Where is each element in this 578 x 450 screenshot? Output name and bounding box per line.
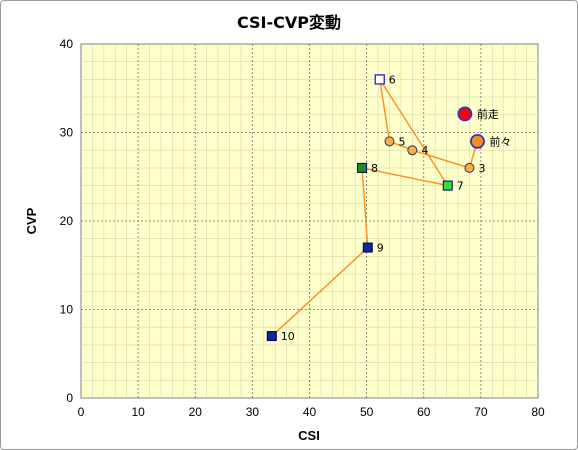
y-axis-ticks: 0 10 20 30 40 bbox=[60, 37, 74, 405]
y-tick-label: 20 bbox=[60, 214, 74, 228]
y-tick-label: 40 bbox=[60, 37, 74, 51]
data-point-marker bbox=[384, 136, 395, 147]
x-tick-label: 10 bbox=[131, 405, 145, 419]
series-line-segment bbox=[412, 149, 470, 169]
series-line-segment bbox=[361, 167, 448, 187]
data-point-marker bbox=[457, 106, 473, 122]
data-point-label: 4 bbox=[421, 144, 428, 157]
data-point-label: 前走 bbox=[477, 107, 499, 121]
data-point-label: 3 bbox=[478, 162, 485, 175]
x-tick-label: 20 bbox=[189, 405, 203, 419]
series-line-segment bbox=[361, 167, 369, 248]
data-point-marker bbox=[464, 162, 475, 173]
data-point-marker bbox=[374, 74, 385, 85]
y-tick-label: 10 bbox=[60, 303, 74, 317]
x-tick-label: 30 bbox=[246, 405, 260, 419]
x-tick-label: 80 bbox=[531, 405, 545, 419]
series-line-segment bbox=[379, 79, 449, 186]
chart-title: CSI-CVP変動 bbox=[237, 13, 341, 32]
data-point-marker bbox=[407, 145, 418, 156]
data-point-label: 9 bbox=[377, 242, 384, 255]
x-tick-label: 40 bbox=[303, 405, 317, 419]
grid-lines bbox=[81, 44, 538, 398]
x-tick-label: 70 bbox=[474, 405, 488, 419]
data-point-marker bbox=[442, 180, 453, 191]
y-tick-label: 0 bbox=[66, 391, 73, 405]
x-tick-label: 0 bbox=[78, 405, 85, 419]
data-point-marker bbox=[362, 242, 373, 253]
data-point-label: 10 bbox=[281, 330, 295, 343]
data-point-label: 8 bbox=[371, 162, 378, 175]
data-point-marker bbox=[357, 162, 368, 173]
x-tick-label: 60 bbox=[417, 405, 431, 419]
data-point-label: 前々 bbox=[489, 134, 511, 148]
series-line-segment bbox=[271, 247, 369, 337]
data-point-label: 6 bbox=[389, 73, 396, 86]
data-point-marker bbox=[470, 133, 485, 149]
data-point-marker bbox=[266, 331, 277, 342]
data-markers bbox=[266, 74, 485, 342]
x-axis-label: CSI bbox=[298, 428, 320, 443]
y-tick-label: 30 bbox=[60, 126, 74, 140]
data-point-label: 7 bbox=[457, 180, 464, 193]
y-axis-label: CVP bbox=[24, 207, 39, 234]
series-line-segment bbox=[379, 79, 391, 142]
x-axis-ticks: 0 10 20 30 40 50 60 70 80 bbox=[78, 405, 545, 419]
data-point-label: 5 bbox=[398, 135, 405, 148]
x-tick-label: 50 bbox=[360, 405, 374, 419]
